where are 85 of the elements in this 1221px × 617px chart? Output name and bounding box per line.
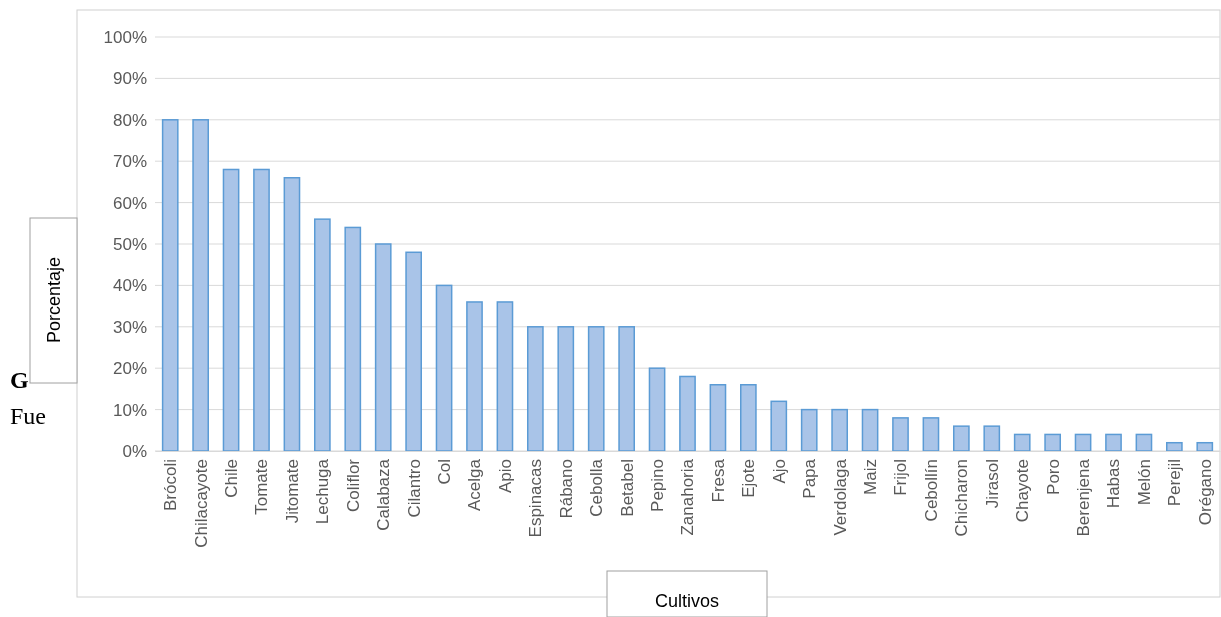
bar xyxy=(922,417,940,452)
x-tick-label: Jirasol xyxy=(982,459,1002,509)
x-tick-label: Orégano xyxy=(1195,459,1215,526)
bar xyxy=(161,119,179,452)
x-tick-label: Melón xyxy=(1134,459,1154,506)
x-tick-label: Acelga xyxy=(465,458,485,511)
bar xyxy=(618,326,635,452)
y-tick-label: 40% xyxy=(112,276,147,296)
bar xyxy=(679,375,696,452)
x-tick-label: Espinacas xyxy=(526,459,546,538)
x-tick-label: Pepino xyxy=(648,459,668,512)
bar xyxy=(1044,433,1061,452)
bar xyxy=(892,417,909,452)
x-tick-label: Perejil xyxy=(1165,459,1185,507)
bar xyxy=(527,326,544,452)
bar xyxy=(253,168,270,452)
y-tick-label: 10% xyxy=(112,400,147,420)
bar xyxy=(953,425,970,452)
bar xyxy=(496,301,514,452)
bar xyxy=(222,168,240,452)
bar xyxy=(466,301,483,452)
x-tick-label: Betabel xyxy=(617,459,637,517)
text: Fue xyxy=(10,403,46,429)
x-tick-label: Ejote xyxy=(739,459,759,498)
x-tick-label: Chayote xyxy=(1013,459,1033,523)
y-tick-label: 60% xyxy=(112,193,147,213)
x-tick-label: Zanahoria xyxy=(678,458,698,536)
text: G xyxy=(10,367,29,393)
y-tick-label: 30% xyxy=(112,317,147,337)
bar xyxy=(1105,433,1122,452)
y-tick-label: 50% xyxy=(112,234,147,254)
y-tick-label: 0% xyxy=(122,441,147,461)
bar xyxy=(861,408,879,452)
x-tick-label: Chile xyxy=(222,459,242,498)
bar xyxy=(983,425,1001,452)
x-tick-label: Lechuga xyxy=(313,458,333,525)
bar xyxy=(557,326,575,452)
bar xyxy=(709,384,727,452)
x-tick-label: Verdolaga xyxy=(830,458,850,536)
bar xyxy=(831,408,848,452)
x-tick-label: Poro xyxy=(1043,459,1063,495)
x-tick-label: Cilantro xyxy=(404,459,424,518)
x-tick-label: Chicharon xyxy=(952,459,972,537)
bar xyxy=(344,226,362,452)
x-tick-label: Coliflor xyxy=(343,458,363,512)
x-tick-label: Apio xyxy=(495,459,515,494)
bar xyxy=(435,284,453,452)
bar xyxy=(314,218,331,452)
x-tick-label: Chilacayote xyxy=(191,459,211,548)
bar xyxy=(1196,441,1214,452)
bar xyxy=(740,384,757,452)
bar xyxy=(1135,433,1153,452)
x-tick-label: Papa xyxy=(800,458,820,499)
bar xyxy=(1166,441,1183,452)
x-tick-label: Cebollín xyxy=(921,459,941,522)
bar xyxy=(1013,433,1031,452)
bar xyxy=(770,400,788,452)
y-tick-label: 90% xyxy=(112,69,147,89)
x-tick-label: Calabaza xyxy=(374,458,394,531)
bar xyxy=(587,326,605,452)
x-tick-label: Fresa xyxy=(708,458,728,503)
x-tick-label: Jitomate xyxy=(282,459,302,524)
bar xyxy=(283,177,301,452)
x-tick-label: Cebolla xyxy=(587,458,607,517)
bar xyxy=(1074,433,1092,452)
x-tick-label: Habas xyxy=(1104,459,1124,509)
x-axis-title: Cultivos xyxy=(654,591,720,611)
bar xyxy=(192,119,209,452)
x-tick-label: Tomate xyxy=(252,459,272,515)
bar xyxy=(374,243,392,452)
bar xyxy=(800,408,818,452)
y-tick-label: 70% xyxy=(112,152,147,172)
bar xyxy=(648,367,666,452)
bar xyxy=(405,251,422,452)
x-tick-label: Rábano xyxy=(556,459,576,519)
x-tick-label: Frijol xyxy=(891,459,911,496)
y-tick-label: 20% xyxy=(112,359,147,379)
x-tick-label: Ajo xyxy=(769,459,789,484)
x-tick-label: Maiz xyxy=(861,459,881,495)
y-tick-label: 80% xyxy=(112,110,147,130)
x-tick-label: Brócoli xyxy=(161,459,181,511)
x-tick-label: Col xyxy=(435,459,455,485)
y-tick-label: 100% xyxy=(103,27,147,47)
x-tick-label: Berenjena xyxy=(1074,458,1094,537)
y-axis-title: Porcentaje xyxy=(44,256,64,344)
